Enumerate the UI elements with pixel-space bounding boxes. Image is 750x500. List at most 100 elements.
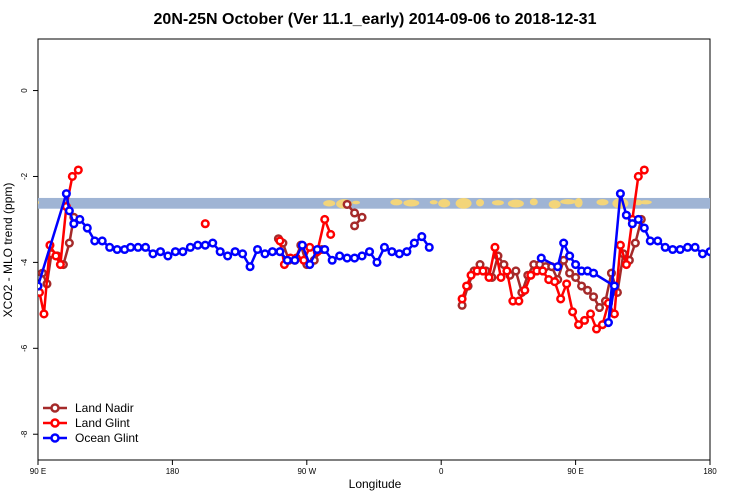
y-axis-label: XCO2 - MLO trend (ppm) <box>1 183 15 318</box>
map-land-patch <box>560 199 577 205</box>
land-nadir-point <box>350 221 360 231</box>
land-glint-point <box>520 285 530 295</box>
land-glint-point <box>326 229 336 240</box>
ocean-glint-point <box>178 247 188 257</box>
ocean-glint-point <box>387 247 397 257</box>
ocean-glint-point <box>312 244 322 255</box>
ocean-glint-point <box>668 244 678 255</box>
y-tick-label: -6 <box>20 344 29 352</box>
map-land-patch <box>634 199 643 206</box>
ocean-glint-point <box>126 242 136 252</box>
ocean-glint-point <box>245 262 255 272</box>
legend-item-land-glint: Land Glint <box>43 416 130 430</box>
legend-label: Land Nadir <box>75 401 134 415</box>
land-glint-point <box>609 309 619 319</box>
ocean-glint-point <box>82 223 92 233</box>
ocean-glint-point <box>97 236 107 246</box>
map-land-patch <box>548 200 561 209</box>
ocean-glint-point <box>61 189 71 199</box>
ocean-glint-point <box>297 240 307 250</box>
ocean-glint-point <box>645 236 655 246</box>
land-glint-point <box>305 242 315 252</box>
land-glint-point <box>462 281 472 291</box>
ocean-glint-point <box>275 247 285 257</box>
land-glint-point <box>574 320 584 330</box>
y-tick-label: -8 <box>20 430 29 438</box>
ocean-glint-point <box>379 242 390 252</box>
x-tick-label: 180 <box>166 467 180 476</box>
ocean-glint-point <box>133 242 143 252</box>
land-glint-point <box>320 214 330 224</box>
land-nadir-point <box>511 266 521 276</box>
land-glint-point <box>621 259 631 270</box>
legend-label: Land Glint <box>75 416 130 430</box>
ocean-glint-point <box>633 214 643 224</box>
map-land-patch <box>429 200 438 205</box>
ocean-glint-point <box>553 262 563 272</box>
x-axis-label: Longitude <box>349 477 402 491</box>
ocean-glint-point <box>223 251 233 261</box>
x-tick-label: 90 E <box>567 467 583 476</box>
land-glint-point <box>484 272 494 282</box>
map-land-patch <box>390 199 403 206</box>
map-strip <box>38 197 710 209</box>
land-glint-point <box>562 279 572 289</box>
y-tick-label: -2 <box>20 172 29 180</box>
land-glint-point <box>580 315 590 325</box>
legend-marker <box>50 418 60 428</box>
map-land-patch <box>491 200 504 206</box>
y-axis: 0 -2 -4 -6 -8 <box>20 88 38 438</box>
ocean-glint-point <box>364 247 375 257</box>
ocean-glint-point <box>683 242 693 252</box>
ocean-glint-point <box>148 249 158 259</box>
ocean-glint-point <box>697 249 708 259</box>
land-glint-point <box>478 266 488 276</box>
map-land-patch <box>323 200 336 207</box>
x-axis: 90 E 180 90 W 0 90 E 180 <box>30 460 717 476</box>
map-land-patch <box>574 198 583 208</box>
ocean-glint-point <box>394 249 404 259</box>
land-glint-point <box>615 240 625 250</box>
land-glint-point <box>55 259 65 270</box>
x-tick-label: 180 <box>703 467 717 476</box>
ocean-glint-point <box>402 247 412 257</box>
land-nadir-point <box>565 268 575 278</box>
ocean-glint-point <box>170 247 180 257</box>
ocean-glint-point <box>660 242 670 252</box>
map-strip-ocean <box>38 197 710 209</box>
ocean-glint-point <box>627 219 637 229</box>
land-glint-point <box>466 270 476 280</box>
ocean-glint-point <box>238 249 248 259</box>
ocean-glint-point <box>350 253 360 263</box>
ocean-glint-point <box>215 247 225 257</box>
legend-item-ocean-glint: Ocean Glint <box>43 431 139 445</box>
ocean-glint-point <box>200 240 210 250</box>
y-tick-label: -4 <box>20 258 29 266</box>
ocean-glint-point <box>335 251 345 261</box>
ocean-glint-point <box>690 242 700 252</box>
ocean-glint-point <box>424 242 434 252</box>
ocean-glint-point <box>105 242 115 252</box>
ocean-glint-point <box>609 281 619 291</box>
y-tick-label: 0 <box>20 88 29 93</box>
ocean-glint-point <box>69 219 79 229</box>
map-land-patch <box>352 200 361 205</box>
land-nadir-point <box>588 292 599 302</box>
ocean-glint-point <box>290 255 300 265</box>
land-glint-point <box>73 165 83 175</box>
land-nadir-point <box>357 212 367 222</box>
ocean-glint-point <box>230 247 240 257</box>
ocean-glint-point <box>38 281 43 291</box>
ocean-glint-point <box>639 223 649 233</box>
ocean-glint-point <box>327 255 337 265</box>
land-glint-point <box>502 266 512 276</box>
land-glint-point <box>39 309 49 319</box>
map-land-patch <box>507 199 524 208</box>
ocean-glint-point <box>64 206 74 216</box>
land-nadir-point <box>342 199 352 209</box>
ocean-glint-point <box>75 214 85 224</box>
legend-marker <box>50 403 60 413</box>
map-land-patch <box>476 199 485 207</box>
